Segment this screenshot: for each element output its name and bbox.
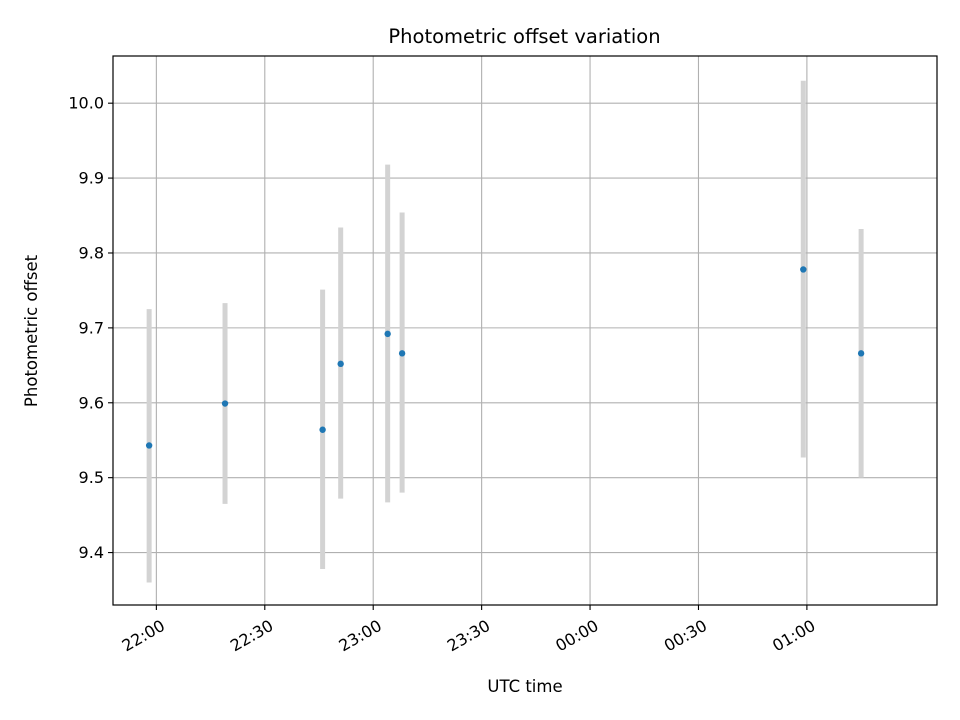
x-tick-label: 23:30 xyxy=(444,616,493,656)
grid xyxy=(113,56,937,605)
data-point xyxy=(337,360,344,368)
x-axis-ticks: 22:00 22:30 23:00 23:30 00:00 00:30 01:00 xyxy=(119,605,819,655)
y-tick-label: 9.7 xyxy=(79,318,104,337)
y-axis-title: Photometric offset xyxy=(22,254,41,407)
data-point xyxy=(319,426,326,433)
y-tick-label: 9.4 xyxy=(79,543,104,562)
error-bars xyxy=(146,80,864,583)
plot-frame xyxy=(112,55,938,606)
x-tick-label: 00:00 xyxy=(552,616,601,656)
chart-title: Photometric offset variation xyxy=(388,25,660,48)
data-point xyxy=(398,350,406,357)
x-tick-label: 23:00 xyxy=(335,616,384,656)
x-tick-label: 01:00 xyxy=(769,616,818,656)
y-tick-label: 9.6 xyxy=(79,393,104,412)
y-tick-label: 10.0 xyxy=(68,94,104,113)
data-point xyxy=(145,442,153,449)
data-points xyxy=(145,266,865,449)
y-tick-label: 9.9 xyxy=(79,169,104,188)
y-tick-label: 9.8 xyxy=(79,243,104,262)
x-tick-label: 00:30 xyxy=(661,616,710,656)
x-tick-label: 22:30 xyxy=(227,616,276,656)
data-point xyxy=(221,400,229,407)
data-point xyxy=(384,330,391,338)
data-point xyxy=(800,266,807,273)
x-tick-label: 22:00 xyxy=(119,616,168,656)
data-point xyxy=(857,350,865,357)
y-tick-label: 9.5 xyxy=(79,468,104,487)
y-axis-ticks: 9.4 9.5 9.6 9.7 9.8 9.9 10.0 xyxy=(68,94,113,562)
x-axis-title: UTC time xyxy=(487,677,562,696)
